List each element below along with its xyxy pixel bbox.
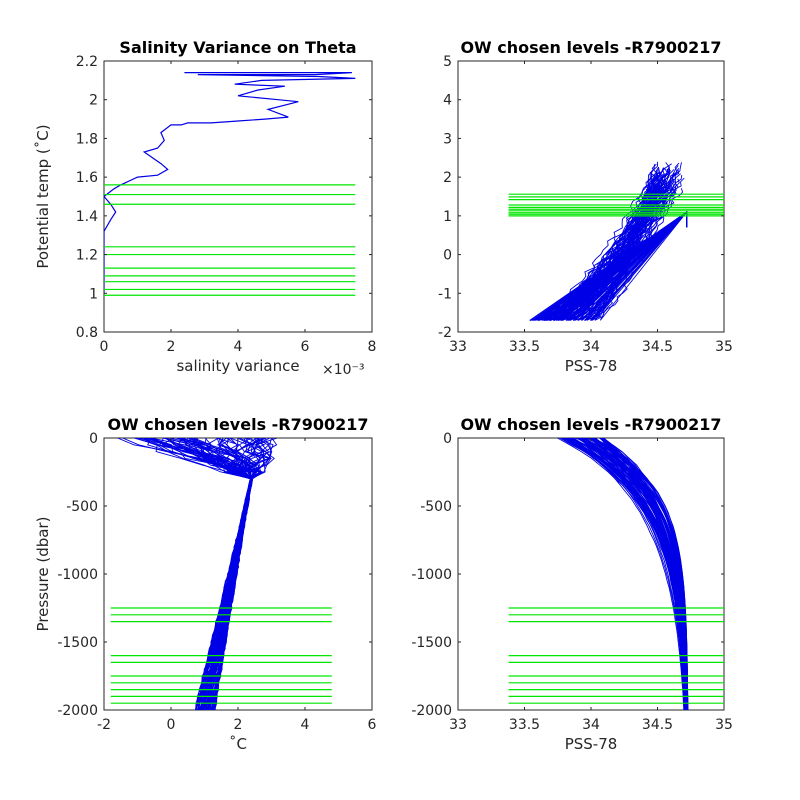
chart-title: OW chosen levels -R7900217 — [107, 415, 368, 434]
profile-line — [603, 438, 688, 710]
profile-line — [212, 438, 251, 710]
y-tick-label: 1.2 — [76, 248, 98, 264]
profile-line — [584, 438, 688, 710]
x-tick-label: 34.5 — [642, 717, 673, 733]
chart-title: OW chosen levels -R7900217 — [460, 38, 721, 57]
profile-line — [183, 438, 253, 710]
y-tick-label: 2 — [89, 93, 98, 109]
x-tick-label: 33 — [449, 717, 467, 733]
y-tick-label: -1500 — [57, 635, 98, 651]
y-axis-label: Potential temp (˚C) — [34, 124, 52, 268]
profile-line — [543, 181, 688, 321]
y-tick-label: -1500 — [411, 635, 452, 651]
plot-area — [104, 71, 356, 296]
x-axis-label: PSS-78 — [565, 735, 618, 753]
profile-line — [559, 438, 689, 710]
x-tick-label: 6 — [368, 717, 377, 733]
y-tick-label: -1000 — [411, 567, 452, 583]
y-tick-label: 1.8 — [76, 131, 98, 147]
profile-line — [569, 438, 687, 710]
y-tick-label: 1.4 — [76, 209, 98, 225]
x-tick-label: -2 — [97, 717, 111, 733]
y-tick-label: 2 — [443, 170, 452, 186]
y-tick-label: 1 — [89, 286, 98, 302]
x-axis-label: PSS-78 — [565, 357, 618, 375]
axes-frame — [103, 437, 373, 711]
subplot-4: 33 33.5 34 34.5 35 -2000 -1500 -1000 -500 0 OW cho… — [411, 415, 733, 753]
y-tick-label: 0.8 — [76, 325, 98, 341]
subplot-1: 0 2 4 6 8 0.8 1 1.2 1.4 1.6 1.8 2 2.2 Salinity Varian… — [34, 38, 376, 378]
x-tick-label: 0 — [100, 339, 109, 355]
y-tick-label: 1.6 — [76, 170, 98, 186]
y-tick-label: -500 — [420, 499, 452, 515]
x-tick-label: 35 — [715, 717, 733, 733]
plot-area — [110, 438, 332, 710]
x-axis-exponent: ×10⁻³ — [322, 362, 365, 378]
y-tick-label: 0 — [443, 431, 452, 447]
profile-line — [180, 438, 252, 710]
y-tick-label: 0 — [443, 248, 452, 264]
x-tick-label: 6 — [301, 339, 310, 355]
profile-line — [601, 438, 687, 710]
y-tick-label: 5 — [443, 54, 452, 70]
x-tick-label: 34 — [582, 339, 600, 355]
profile-line — [594, 178, 688, 321]
chart-title: OW chosen levels -R7900217 — [460, 415, 721, 434]
series-line — [104, 71, 356, 294]
profile-line — [566, 438, 685, 710]
x-tick-label: 0 — [167, 717, 176, 733]
axes-frame — [103, 60, 373, 333]
y-axis-label: Pressure (dbar) — [34, 517, 52, 632]
subplot-3: -2 0 2 4 6 -2000 -1500 -1000 -500 0 OW chosen leve… — [34, 415, 377, 753]
profile-line — [565, 438, 685, 710]
plot-area — [508, 438, 724, 710]
y-tick-label: 4 — [443, 93, 452, 109]
x-tick-label: 35 — [715, 339, 733, 355]
y-tick-label: 1 — [443, 209, 452, 225]
profile-line — [569, 175, 688, 321]
plot-area — [508, 161, 724, 321]
y-tick-label: -2 — [438, 325, 452, 341]
y-tick-label: -1 — [438, 286, 452, 302]
x-tick-label: 4 — [301, 717, 310, 733]
y-tick-label: -2000 — [57, 703, 98, 719]
y-tick-label: -2000 — [411, 703, 452, 719]
x-tick-label: 33 — [449, 339, 467, 355]
x-tick-label: 8 — [368, 339, 377, 355]
x-tick-label: 33.5 — [509, 339, 540, 355]
x-tick-label: 33.5 — [509, 717, 540, 733]
profile-line — [533, 163, 688, 321]
x-tick-label: 2 — [234, 717, 243, 733]
x-axis-label: ˚C — [229, 735, 247, 753]
x-axis-label: salinity variance — [176, 357, 299, 375]
chart-title: Salinity Variance on Theta — [119, 38, 356, 57]
y-tick-label: 2.2 — [76, 54, 98, 70]
x-tick-label: 4 — [234, 339, 243, 355]
y-tick-label: -500 — [66, 499, 98, 515]
y-tick-label: -1000 — [57, 567, 98, 583]
y-tick-label: 0 — [89, 431, 98, 447]
x-tick-label: 34 — [582, 717, 600, 733]
y-tick-label: 3 — [443, 131, 452, 147]
x-tick-label: 34.5 — [642, 339, 673, 355]
x-tick-label: 2 — [167, 339, 176, 355]
